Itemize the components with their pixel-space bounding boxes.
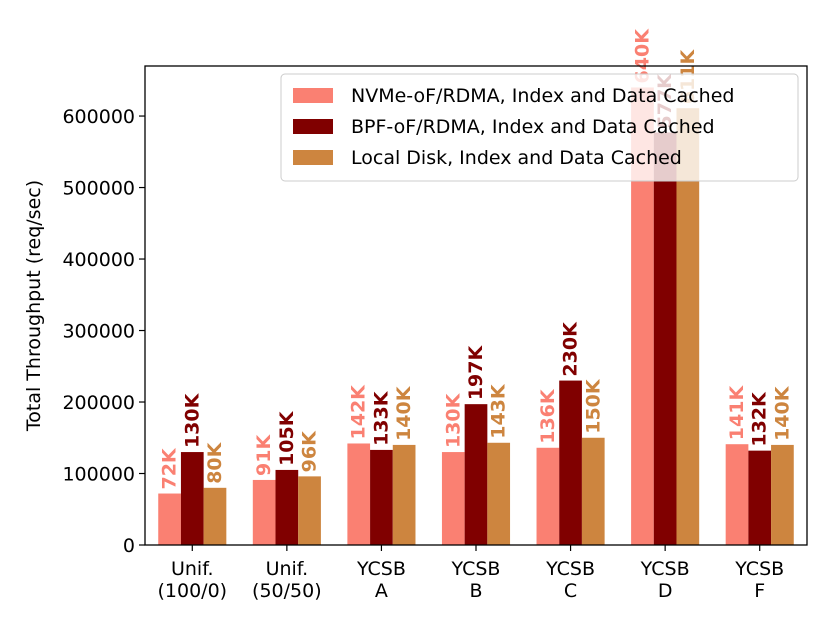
bars-layer [158,87,794,546]
bar-value-label: 136K [537,388,559,444]
y-axis-title: Total Throughput (req/sec) [23,180,45,432]
bar-value-label: 640K [631,28,653,84]
bar-value-label: 230K [560,321,582,377]
bar-s2-c1 [298,476,321,545]
y-tick-label: 100000 [62,464,135,486]
legend-label: Local Disk, Index and Data Cached [351,147,682,169]
x-axis: Unif. (100/0) Unif. (50/50) YCSB A YCSB B YCSB C Y… [157,545,784,602]
y-tick-label: 400000 [62,249,135,271]
y-tick-label: 500000 [62,178,135,200]
x-tick-label: YCSB F [734,558,784,602]
bar-value-label: 142K [348,384,370,440]
bar-s0-c6 [725,444,749,545]
y-tick-label: 200000 [62,392,135,414]
x-tick-label: YCSB C [545,558,595,602]
bar-s2-c2 [392,444,416,545]
bar-s2-c6 [771,444,794,545]
bar-value-label: 96K [299,430,321,472]
bar-s2-c0 [203,487,227,545]
bar-value-label: 130K [442,392,464,448]
bar-s0-c4 [536,447,560,545]
y-tick-label: 600000 [62,106,135,128]
bar-s1-c3 [464,404,488,545]
bar-s1-c1 [275,469,299,545]
bar-value-label: 91K [253,433,275,475]
legend-box [280,73,799,182]
bar-value-label: 105K [276,410,298,466]
bar-value-label: 150K [582,378,604,434]
bar-value-label: 132K [749,391,771,447]
bar-s1-c6 [748,450,772,545]
x-tick-label: YCSB A [356,558,406,602]
bar-s1-c2 [370,449,393,545]
bar-s0-c3 [441,452,465,545]
legend-swatch [293,150,333,165]
legend-swatch [293,88,333,103]
bar-value-label: 140K [393,385,415,441]
y-tick-label: 0 [123,535,135,557]
bar-s0-c5 [631,87,654,545]
bar-s2-c5 [676,108,700,546]
bar-s1-c4 [559,380,582,545]
x-tick-label: YCSB D [640,558,690,602]
legend-label: NVMe-oF/RDMA, Index and Data Cached [351,85,734,107]
bar-s0-c1 [252,479,276,545]
x-tick-label: Unif. (50/50) [252,558,322,602]
y-tick-label: 300000 [62,321,135,343]
bar-s2-c3 [487,442,511,545]
bar-value-label: 140K [771,385,793,441]
x-tick-label: Unif. (100/0) [157,558,227,602]
bar-value-label: 80K [204,441,226,483]
bar-value-label: 197K [465,344,487,400]
bar-value-label: 141K [726,385,748,441]
bar-s0-c0 [158,493,181,545]
legend: NVMe-oF/RDMA, Index and Data Cached BPF-o… [280,73,799,182]
bar-s0-c2 [347,443,371,545]
bar-value-label: 72K [159,447,181,489]
legend-swatch [293,119,333,134]
legend-label: BPF-oF/RDMA, Index and Data Cached [351,116,715,138]
y-axis: 0 100000 200000 300000 400000 500000 600000 [62,106,145,557]
x-tick-label: YCSB B [451,558,501,602]
bar-value-label: 133K [370,390,392,446]
bar-value-label: 143K [488,383,510,439]
bar-s2-c4 [581,437,605,545]
bar-value-label: 130K [181,392,203,448]
bar-s1-c5 [653,132,677,546]
bar-s1-c0 [180,452,204,545]
